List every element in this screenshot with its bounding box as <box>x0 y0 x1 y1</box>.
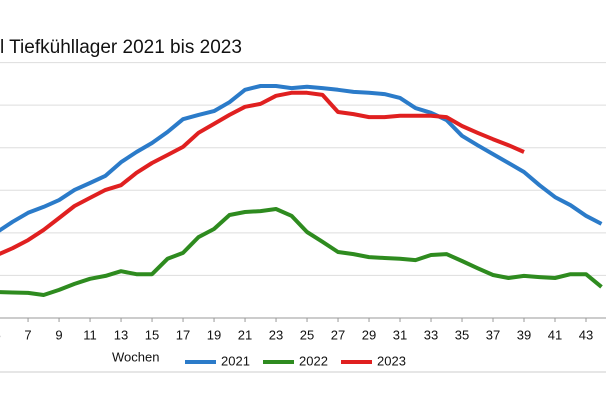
x-tick-label: 41 <box>548 327 562 342</box>
chart-title: l Tiefkühllager 2021 bis 2023 <box>0 37 242 58</box>
x-tick-label: 19 <box>207 327 221 342</box>
x-tick-label: 35 <box>455 327 469 342</box>
legend-label: 2022 <box>299 353 328 368</box>
x-axis-label: Wochen <box>112 349 159 364</box>
plot-area <box>0 84 603 297</box>
x-tick-label: 21 <box>238 327 252 342</box>
x-tick-label: 27 <box>331 327 345 342</box>
x-tick-label: 9 <box>55 327 62 342</box>
legend-label: 2021 <box>221 353 250 368</box>
x-tick-label: 43 <box>579 327 593 342</box>
x-tick-label: 15 <box>145 327 159 342</box>
x-tick-label: 31 <box>393 327 407 342</box>
x-tick-label: 33 <box>424 327 438 342</box>
series-line <box>0 207 603 297</box>
x-tick-label: 7 <box>24 327 31 342</box>
x-tick-label: 39 <box>517 327 531 342</box>
x-tick-label: 17 <box>176 327 190 342</box>
x-tick-label: 13 <box>114 327 128 342</box>
x-tick-label: 25 <box>300 327 314 342</box>
x-tick-label: 23 <box>269 327 283 342</box>
x-tick-label: 11 <box>83 327 97 342</box>
x-tick-label: 5 <box>0 327 1 342</box>
x-tick-label: 37 <box>486 327 500 342</box>
series-line <box>0 90 525 256</box>
legend-label: 2023 <box>377 353 406 368</box>
x-tick-label: 29 <box>362 327 376 342</box>
series-line <box>0 84 603 233</box>
